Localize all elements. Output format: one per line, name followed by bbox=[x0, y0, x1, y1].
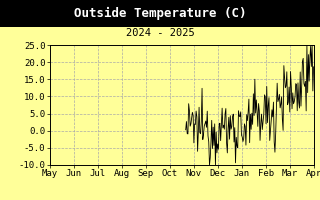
Text: Outside Temperature (C): Outside Temperature (C) bbox=[74, 7, 246, 20]
Text: 2024 - 2025: 2024 - 2025 bbox=[126, 28, 194, 38]
